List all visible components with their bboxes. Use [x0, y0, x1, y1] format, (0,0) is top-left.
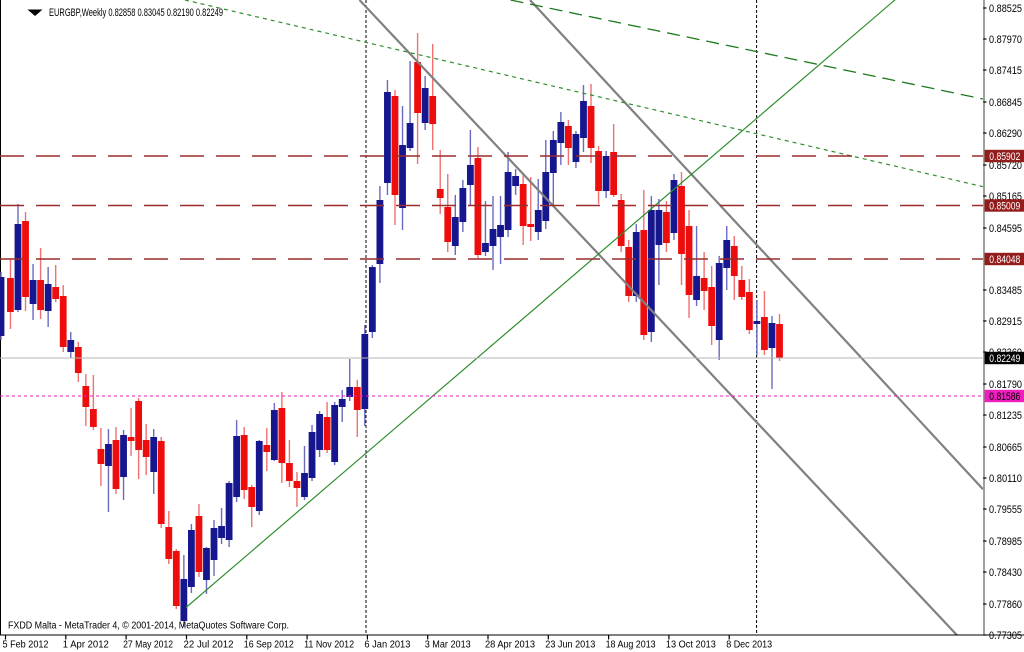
- svg-text:0.81586: 0.81586: [989, 391, 1020, 403]
- svg-text:0.82249: 0.82249: [989, 353, 1020, 365]
- svg-text:6 Jan 2013: 6 Jan 2013: [364, 640, 410, 651]
- svg-text:0.85720: 0.85720: [989, 160, 1022, 172]
- svg-text:23 Jun 2013: 23 Jun 2013: [545, 640, 595, 651]
- svg-text:0.85902: 0.85902: [989, 151, 1020, 163]
- svg-text:3 Mar 2013: 3 Mar 2013: [425, 640, 471, 651]
- svg-text:28 Apr 2013: 28 Apr 2013: [485, 640, 535, 651]
- svg-text:0.79555: 0.79555: [989, 504, 1022, 516]
- svg-text:0.85009: 0.85009: [989, 201, 1020, 213]
- svg-text:0.86845: 0.86845: [989, 97, 1022, 109]
- svg-text:0.88525: 0.88525: [989, 3, 1022, 15]
- svg-text:0.83485: 0.83485: [989, 285, 1022, 297]
- svg-text:0.87415: 0.87415: [989, 65, 1022, 77]
- svg-text:22 Jul 2012: 22 Jul 2012: [184, 640, 234, 651]
- svg-text:0.84595: 0.84595: [989, 223, 1022, 235]
- svg-text:1 Apr 2012: 1 Apr 2012: [63, 640, 109, 651]
- svg-text:0.77305: 0.77305: [989, 630, 1022, 642]
- svg-text:8 Dec 2013: 8 Dec 2013: [726, 640, 772, 651]
- svg-text:5 Feb 2012: 5 Feb 2012: [3, 640, 49, 651]
- svg-text:0.84048: 0.84048: [989, 254, 1020, 266]
- svg-text:0.82915: 0.82915: [989, 316, 1022, 328]
- svg-text:13 Oct 2013: 13 Oct 2013: [666, 640, 716, 651]
- svg-text:0.80110: 0.80110: [989, 473, 1022, 485]
- svg-text:18 Aug 2013: 18 Aug 2013: [606, 640, 656, 651]
- svg-text:11 Nov 2012: 11 Nov 2012: [304, 640, 354, 651]
- svg-text:0.86290: 0.86290: [989, 128, 1022, 140]
- svg-text:0.78985: 0.78985: [989, 536, 1022, 548]
- svg-text:FXDD Malta - MetaTrader 4, © 2: FXDD Malta - MetaTrader 4, © 2001-2014, …: [8, 621, 289, 632]
- svg-text:0.81235: 0.81235: [989, 410, 1022, 422]
- svg-text:0.80665: 0.80665: [989, 442, 1022, 454]
- svg-text:27 May 2012: 27 May 2012: [123, 640, 173, 651]
- svg-text:0.87970: 0.87970: [989, 34, 1022, 46]
- svg-text:0.78430: 0.78430: [989, 567, 1022, 579]
- svg-text:EURGBP,Weekly 0.82858 0.83045: EURGBP,Weekly 0.82858 0.83045 0.82190 0.…: [49, 7, 223, 19]
- svg-text:0.81790: 0.81790: [989, 379, 1022, 391]
- svg-text:0.77860: 0.77860: [989, 599, 1022, 611]
- svg-text:16 Sep 2012: 16 Sep 2012: [244, 640, 294, 651]
